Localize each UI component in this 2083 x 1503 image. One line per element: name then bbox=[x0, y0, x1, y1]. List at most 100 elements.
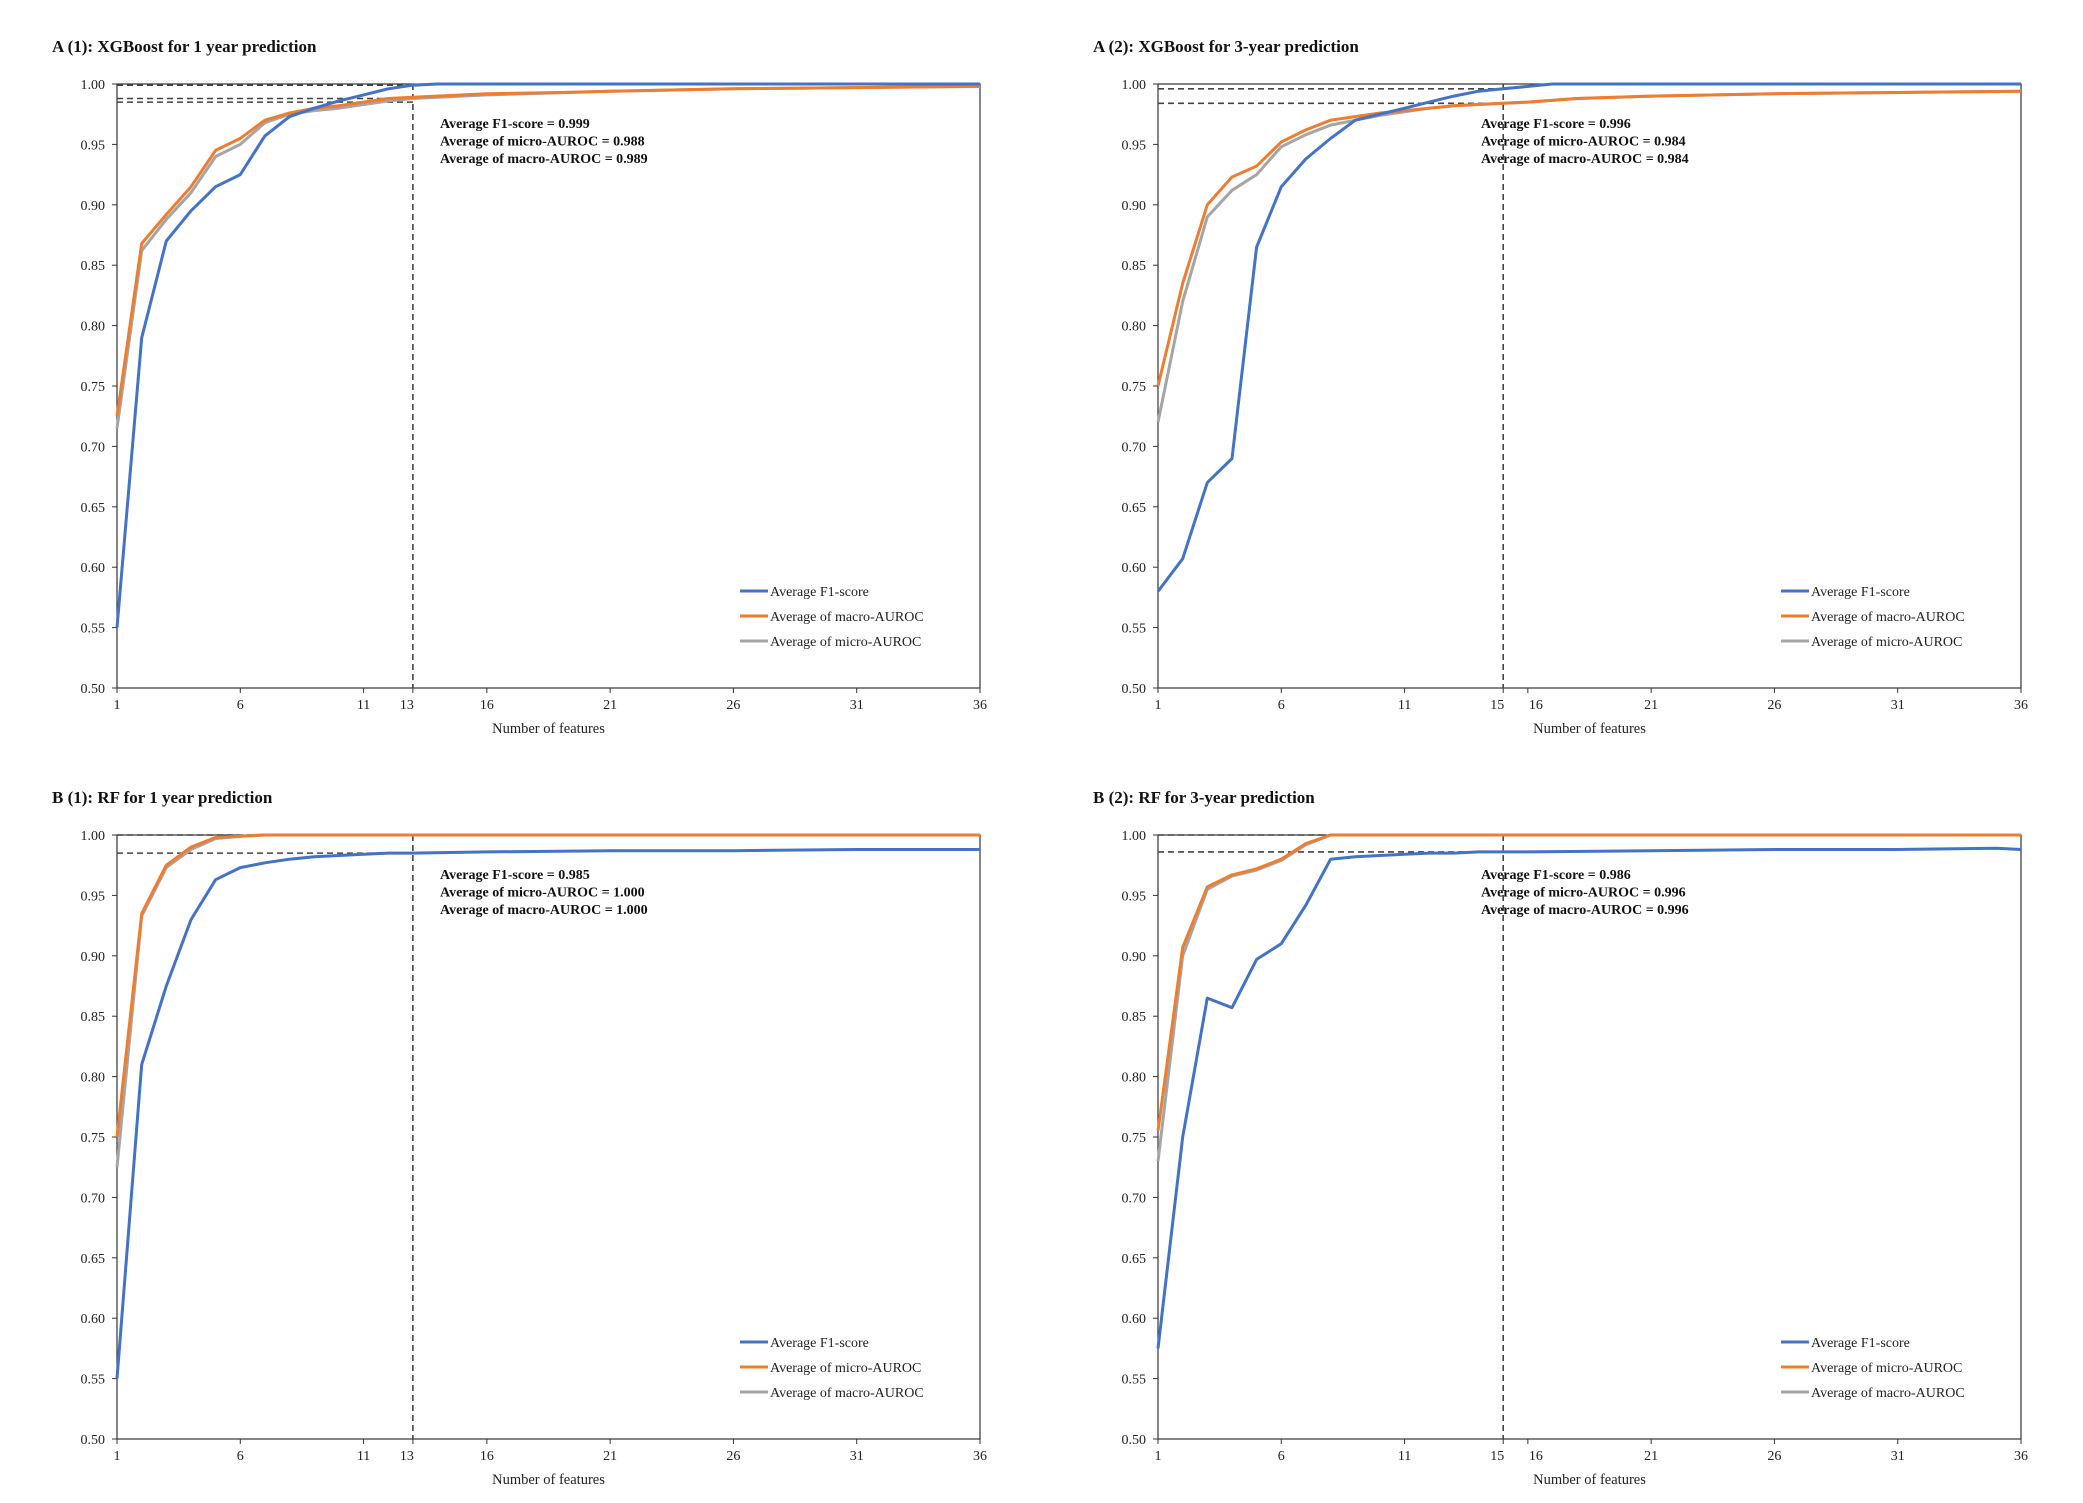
y-tick-label: 0.55 bbox=[81, 622, 106, 637]
y-tick-label: 1.00 bbox=[1122, 78, 1147, 93]
chart-panel-b1: B (1): RF for 1 year prediction 0.50 0.55 0… bbox=[0, 751, 1041, 1502]
x-tick-label: 13 bbox=[400, 698, 414, 713]
series-line bbox=[115, 833, 980, 1138]
metric-annotation: Average of micro-AUROC = 0.996 bbox=[1481, 886, 1686, 901]
chart-svg: A (2): XGBoost for 3-year prediction 0.50… bbox=[1093, 37, 2028, 737]
metric-annotation: Average of macro-AUROC = 0.984 bbox=[1481, 152, 1689, 167]
x-tick-label: 36 bbox=[2014, 698, 2028, 713]
chart-panel-a1: A (1): XGBoost for 1 year prediction 0.50… bbox=[0, 0, 1041, 751]
series-line bbox=[1156, 846, 2022, 1349]
x-tick-label: 11 bbox=[357, 698, 370, 713]
metric-annotation: Average of micro-AUROC = 1.000 bbox=[440, 886, 645, 901]
metric-annotation: Average F1-score = 0.999 bbox=[440, 117, 590, 132]
y-tick-label: 0.85 bbox=[1122, 1010, 1147, 1025]
y-tick-label: 0.55 bbox=[1122, 622, 1147, 637]
x-tick-label: 15 bbox=[1490, 1449, 1504, 1464]
y-tick-label: 0.60 bbox=[81, 1312, 106, 1327]
x-tick-label: 21 bbox=[1644, 698, 1658, 713]
x-tick-label: 36 bbox=[973, 1449, 987, 1464]
legend-label: Average of macro-AUROC bbox=[1811, 610, 1965, 625]
series-line bbox=[115, 848, 980, 1379]
x-axis-label: Number of features bbox=[492, 1472, 605, 1488]
chart-panel-a2: A (2): XGBoost for 3-year prediction 0.50… bbox=[1041, 0, 2082, 751]
y-tick-label: 0.70 bbox=[81, 440, 106, 455]
legend-label: Average F1-score bbox=[1811, 1336, 1910, 1351]
legend-label: Average of macro-AUROC bbox=[770, 1386, 924, 1401]
y-tick-label: 0.80 bbox=[1122, 320, 1147, 335]
y-tick-label: 0.80 bbox=[81, 320, 106, 335]
y-tick-label: 0.80 bbox=[81, 1071, 106, 1086]
x-tick-label: 16 bbox=[480, 698, 494, 713]
y-tick-label: 1.00 bbox=[81, 78, 106, 93]
x-tick-label: 31 bbox=[1891, 1449, 1905, 1464]
x-tick-label: 16 bbox=[1529, 698, 1543, 713]
x-axis-label: Number of features bbox=[1533, 1472, 1646, 1488]
y-tick-label: 1.00 bbox=[1122, 829, 1147, 844]
y-tick-label: 0.50 bbox=[81, 1433, 106, 1448]
y-tick-label: 0.95 bbox=[81, 889, 106, 904]
y-tick-label: 0.60 bbox=[1122, 561, 1147, 576]
y-tick-label: 0.55 bbox=[81, 1373, 106, 1388]
y-tick-label: 0.50 bbox=[81, 682, 106, 697]
y-tick-label: 0.90 bbox=[81, 950, 106, 965]
y-tick-label: 0.95 bbox=[81, 138, 106, 153]
x-tick-label: 16 bbox=[1529, 1449, 1543, 1464]
metric-annotation: Average of micro-AUROC = 0.988 bbox=[440, 135, 645, 150]
x-tick-label: 6 bbox=[237, 1449, 244, 1464]
legend-label: Average of micro-AUROC bbox=[1811, 1361, 1962, 1376]
legend-label: Average of macro-AUROC bbox=[770, 610, 924, 625]
x-tick-label: 1 bbox=[1155, 1449, 1162, 1464]
y-tick-label: 0.90 bbox=[1122, 199, 1147, 214]
x-tick-label: 26 bbox=[1767, 698, 1781, 713]
y-tick-label: 0.60 bbox=[1122, 1312, 1147, 1327]
y-tick-label: 0.50 bbox=[1122, 682, 1147, 697]
x-tick-label: 15 bbox=[1490, 698, 1504, 713]
legend-label: Average F1-score bbox=[1811, 585, 1910, 600]
x-tick-label: 26 bbox=[1767, 1449, 1781, 1464]
y-tick-label: 0.65 bbox=[81, 1252, 106, 1267]
y-tick-label: 0.50 bbox=[1122, 1433, 1147, 1448]
y-tick-label: 1.00 bbox=[81, 829, 106, 844]
y-tick-label: 0.70 bbox=[81, 1191, 106, 1206]
x-tick-label: 36 bbox=[2014, 1449, 2028, 1464]
y-tick-label: 0.75 bbox=[1122, 380, 1147, 395]
y-tick-label: 0.85 bbox=[81, 1010, 106, 1025]
chart-svg: B (1): RF for 1 year prediction 0.50 0.55 0… bbox=[52, 788, 987, 1488]
legend-label: Average of micro-AUROC bbox=[1811, 635, 1962, 650]
metric-annotation: Average F1-score = 0.986 bbox=[1481, 868, 1631, 883]
x-tick-label: 1 bbox=[114, 1449, 121, 1464]
chart-svg: A (1): XGBoost for 1 year prediction 0.50… bbox=[52, 37, 987, 737]
y-tick-label: 0.95 bbox=[1122, 889, 1147, 904]
y-tick-label: 0.65 bbox=[1122, 501, 1147, 516]
y-tick-label: 0.90 bbox=[1122, 950, 1147, 965]
legend-label: Average F1-score bbox=[770, 1336, 869, 1351]
x-tick-label: 1 bbox=[1155, 698, 1162, 713]
metric-annotation: Average F1-score = 0.985 bbox=[440, 868, 590, 883]
y-tick-label: 0.65 bbox=[81, 501, 106, 516]
y-tick-label: 0.65 bbox=[1122, 1252, 1147, 1267]
chart-title: A (2): XGBoost for 3-year prediction bbox=[1093, 37, 1359, 56]
chart-svg: B (2): RF for 3-year prediction 0.50 0.55 0… bbox=[1093, 788, 2028, 1488]
metric-annotation: Average F1-score = 0.996 bbox=[1481, 117, 1631, 132]
legend-label: Average of micro-AUROC bbox=[770, 635, 921, 650]
series-line bbox=[1156, 833, 2021, 1132]
x-tick-label: 21 bbox=[603, 1449, 617, 1464]
legend-label: Average of micro-AUROC bbox=[770, 1361, 921, 1376]
metric-annotation: Average of micro-AUROC = 0.984 bbox=[1481, 135, 1686, 150]
x-tick-label: 6 bbox=[237, 698, 244, 713]
y-tick-label: 0.75 bbox=[1122, 1131, 1147, 1146]
y-tick-label: 0.55 bbox=[1122, 1373, 1147, 1388]
x-tick-label: 26 bbox=[726, 1449, 740, 1464]
x-tick-label: 11 bbox=[1398, 1449, 1411, 1464]
x-tick-label: 31 bbox=[1891, 698, 1905, 713]
series-line bbox=[115, 82, 980, 628]
x-tick-label: 31 bbox=[850, 698, 864, 713]
x-tick-label: 21 bbox=[1644, 1449, 1658, 1464]
y-tick-label: 0.80 bbox=[1122, 1071, 1147, 1086]
chart-panel-b2: B (2): RF for 3-year prediction 0.50 0.55 0… bbox=[1041, 751, 2082, 1502]
chart-title: B (2): RF for 3-year prediction bbox=[1093, 788, 1315, 807]
metric-annotation: Average of macro-AUROC = 1.000 bbox=[440, 903, 648, 918]
x-tick-label: 13 bbox=[400, 1449, 414, 1464]
y-tick-label: 0.75 bbox=[81, 1131, 106, 1146]
metric-annotation: Average of macro-AUROC = 0.989 bbox=[440, 152, 648, 167]
